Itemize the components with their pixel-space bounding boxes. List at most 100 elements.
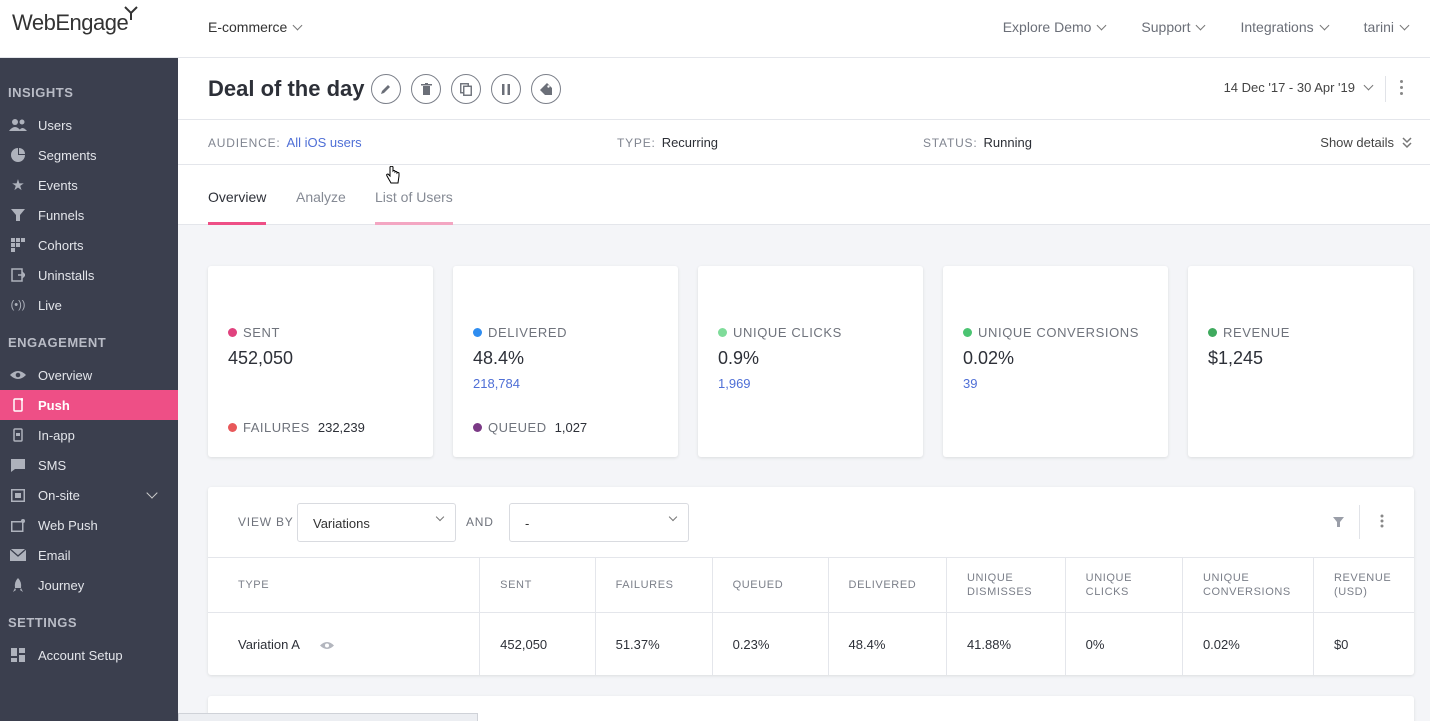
- status-dot: [963, 328, 972, 337]
- pause-icon: [502, 83, 510, 95]
- sidebar-item-account-setup[interactable]: Account Setup: [0, 640, 178, 670]
- status-dot: [473, 423, 482, 432]
- stat-card-unique-conversions: UNIQUE CONVERSIONS 0.02% 39: [943, 266, 1168, 457]
- sidebar-item-push[interactable]: Push: [0, 390, 178, 420]
- stat-card-revenue: REVENUE $1,245: [1188, 266, 1413, 457]
- audience-link[interactable]: All iOS users: [286, 135, 362, 150]
- delete-button[interactable]: [411, 74, 441, 104]
- trash-icon: [420, 83, 432, 95]
- column-header[interactable]: TYPE: [208, 557, 481, 613]
- chevron-down-icon: [1319, 20, 1330, 30]
- chevron-down-icon: [668, 512, 678, 522]
- status-info: STATUS: Running: [923, 135, 1032, 150]
- section-engagement: ENGAGEMENT: [8, 335, 107, 350]
- column-header[interactable]: REVENUE (USD): [1313, 557, 1414, 613]
- explore-demo-menu[interactable]: Explore Demo: [1003, 19, 1107, 35]
- dashboard-icon: [8, 648, 28, 662]
- sidebar-item-on-site[interactable]: On-site: [0, 480, 178, 510]
- mobile-icon: [8, 398, 28, 412]
- inapp-icon: [8, 428, 28, 442]
- user-menu[interactable]: tarini: [1364, 19, 1410, 35]
- date-range-picker[interactable]: 14 Dec '17 - 30 Apr '19: [1224, 80, 1374, 95]
- chevron-down-icon: [435, 512, 445, 522]
- status-dot: [473, 328, 482, 337]
- column-header[interactable]: DELIVERED: [828, 557, 947, 613]
- tab-overview[interactable]: Overview: [208, 189, 267, 225]
- double-chevron-down-icon: [1402, 136, 1412, 148]
- chevron-down-icon[interactable]: [146, 487, 158, 499]
- sidebar-item-live[interactable]: (•)) Live: [0, 290, 178, 320]
- divider: [1359, 505, 1360, 539]
- support-menu[interactable]: Support: [1141, 19, 1206, 35]
- column-header[interactable]: SENT: [479, 557, 596, 613]
- chevron-down-icon: [1399, 20, 1410, 30]
- tab-analyze[interactable]: Analyze: [296, 189, 346, 205]
- filter-icon[interactable]: [1333, 517, 1344, 528]
- page-title: Deal of the day: [208, 76, 365, 101]
- top-bar: WebEngage E-commerce Explore Demo Suppor…: [0, 0, 1430, 58]
- sidebar-item-web-push[interactable]: Web Push: [0, 510, 178, 540]
- show-details-toggle[interactable]: Show details: [1320, 135, 1412, 150]
- webengage-logo[interactable]: WebEngage: [12, 6, 138, 36]
- type-info: TYPE: Recurring: [617, 135, 719, 150]
- variations-table: TYPE SENT FAILURES QUEUED DELIVERED UNIQ…: [208, 557, 1414, 675]
- status-dot: [228, 328, 237, 337]
- sidebar-item-funnels[interactable]: Funnels: [0, 200, 178, 230]
- sidebar: INSIGHTS Users Segments ★ Events Funnels …: [0, 58, 178, 721]
- campaign-meta: AUDIENCE: All iOS users TYPE: Recurring ST…: [178, 120, 1430, 165]
- window-icon: [8, 488, 28, 502]
- chevron-down-icon: [1096, 20, 1107, 30]
- sidebar-item-journey[interactable]: Journey: [0, 570, 178, 600]
- variations-panel: VIEW BY Variations AND - TYPE SENT FAILU…: [208, 487, 1414, 675]
- section-settings: SETTINGS: [8, 615, 78, 630]
- column-header[interactable]: FAILURES: [595, 557, 713, 613]
- tab-bar: Overview Analyze List of Users: [178, 165, 1430, 225]
- logo-mark-icon: [124, 6, 138, 20]
- column-header[interactable]: UNIQUE CONVERSIONS: [1182, 557, 1314, 613]
- main-content: Deal of the day 14 Dec '17 - 30 Apr '19 …: [178, 58, 1430, 721]
- sidebar-item-cohorts[interactable]: Cohorts: [0, 230, 178, 260]
- view-by-select[interactable]: Variations: [297, 503, 456, 542]
- chat-icon: [8, 458, 28, 472]
- column-header[interactable]: UNIQUE CLICKS: [1065, 557, 1183, 613]
- sidebar-item-segments[interactable]: Segments: [0, 140, 178, 170]
- secondary-select[interactable]: -: [509, 503, 689, 542]
- section-insights: INSIGHTS: [8, 85, 74, 100]
- tag-button[interactable]: [531, 74, 561, 104]
- eye-icon: [8, 368, 28, 382]
- stat-cards: SENT 452,050 FAILURES 232,239 DELIVERED 4…: [208, 266, 1413, 457]
- sidebar-item-uninstalls[interactable]: Uninstalls: [0, 260, 178, 290]
- sidebar-item-users[interactable]: Users: [0, 110, 178, 140]
- stat-card-sent: SENT 452,050 FAILURES 232,239: [208, 266, 433, 457]
- sidebar-item-in-app[interactable]: In-app: [0, 420, 178, 450]
- audience-info: AUDIENCE: All iOS users: [208, 135, 362, 150]
- divider: [1385, 76, 1386, 102]
- eye-icon[interactable]: [319, 641, 334, 650]
- sidebar-item-overview[interactable]: Overview: [0, 360, 178, 390]
- column-header[interactable]: UNIQUE DISMISSES: [946, 557, 1066, 613]
- integrations-menu[interactable]: Integrations: [1240, 19, 1330, 35]
- sidebar-item-sms[interactable]: SMS: [0, 450, 178, 480]
- duplicate-button[interactable]: [451, 74, 481, 104]
- sidebar-item-email[interactable]: Email: [0, 540, 178, 570]
- tab-list-of-users[interactable]: List of Users: [375, 189, 453, 225]
- stat-card-delivered: DELIVERED 48.4% 218,784 QUEUED 1,027: [453, 266, 678, 457]
- column-header[interactable]: QUEUED: [712, 557, 829, 613]
- project-selector[interactable]: E-commerce: [208, 19, 303, 35]
- pause-button[interactable]: [491, 74, 521, 104]
- edit-button[interactable]: [371, 74, 401, 104]
- chevron-down-icon: [1196, 20, 1206, 30]
- campaign-header: Deal of the day 14 Dec '17 - 30 Apr '19: [178, 58, 1430, 120]
- grid-icon: [8, 238, 28, 252]
- uninstall-icon: [8, 268, 28, 282]
- webpush-icon: [8, 518, 28, 532]
- sidebar-item-events[interactable]: ★ Events: [0, 170, 178, 200]
- users-icon: [8, 118, 28, 132]
- chevron-down-icon: [292, 20, 303, 30]
- more-options-icon[interactable]: [1400, 80, 1404, 95]
- stat-card-unique-clicks: UNIQUE CLICKS 0.9% 1,969: [698, 266, 923, 457]
- more-options-icon[interactable]: [1380, 514, 1384, 528]
- status-bar: [178, 713, 478, 721]
- table-row: Variation A 452,050 51.37% 0.23% 48.4% 4…: [208, 612, 1414, 675]
- status-dot: [718, 328, 727, 337]
